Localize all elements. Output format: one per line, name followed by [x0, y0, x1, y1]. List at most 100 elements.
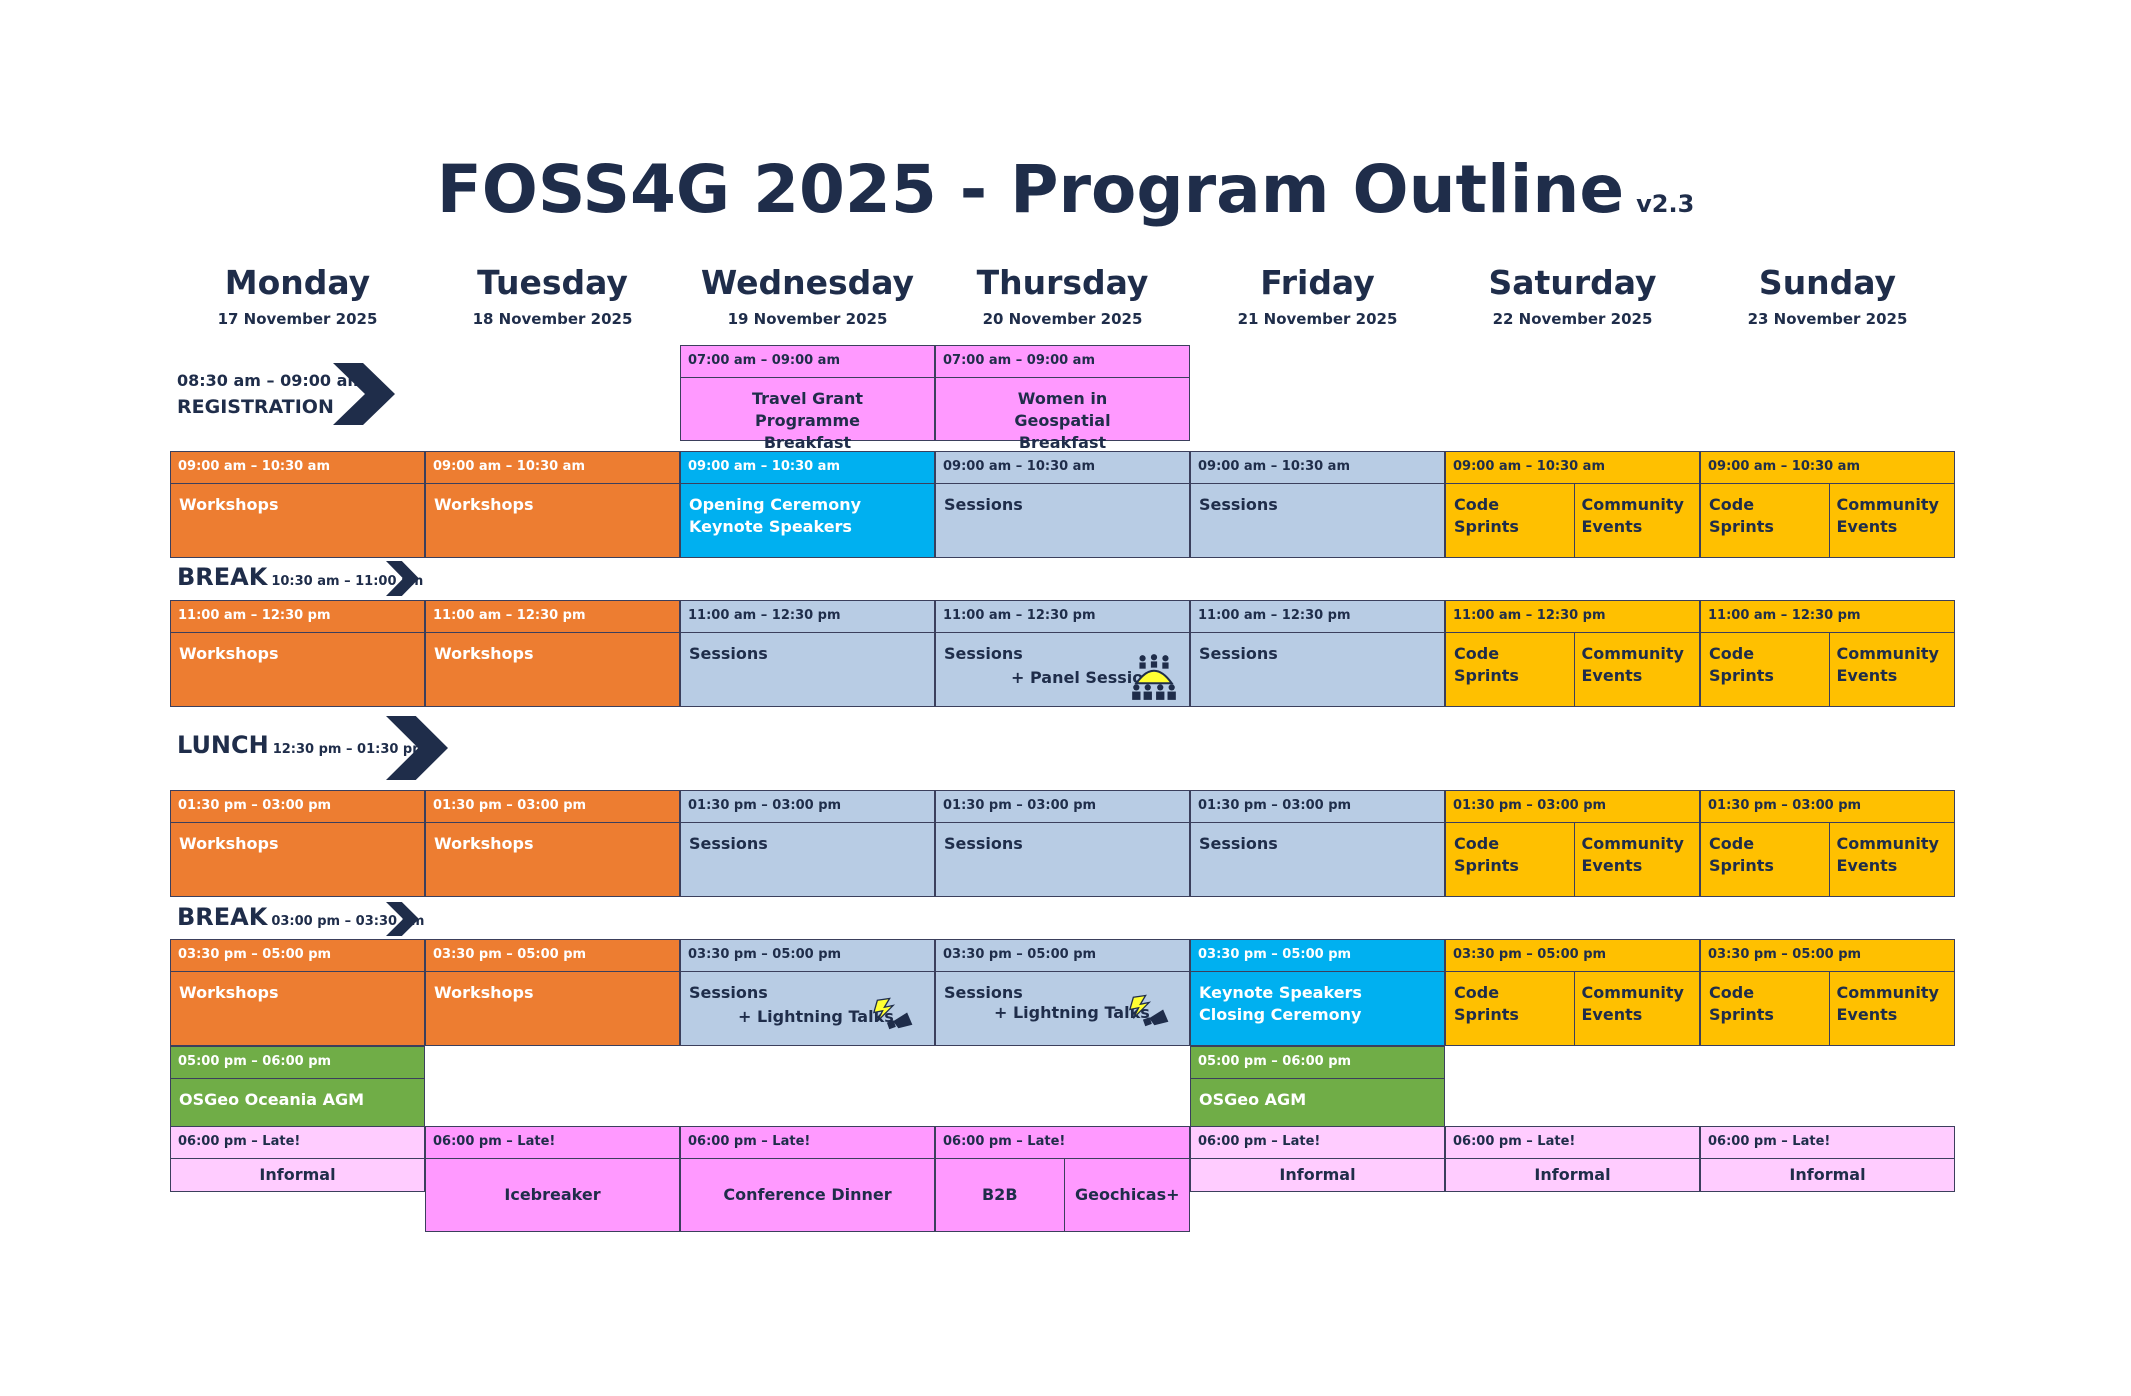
time-label: 03:30 pm – 05:00 pm: [1446, 940, 1699, 972]
agm-block[interactable]: 05:00 pm – 06:00 pm OSGeo Oceania AGM: [170, 1046, 425, 1128]
event-label: Sessions: [689, 834, 768, 853]
event-label: Informal: [1789, 1165, 1866, 1184]
informal-block[interactable]: 06:00 pm – Late! Informal: [1700, 1126, 1955, 1192]
sprints-community-block[interactable]: 09:00 am – 10:30 am Code Sprints Community…: [1700, 451, 1955, 558]
event-label: Sessions: [1199, 495, 1278, 514]
sessions-block[interactable]: 03:30 pm – 05:00 pm Sessions + Lightning T…: [680, 939, 935, 1046]
column-divider: [1828, 823, 1830, 896]
time-label: 11:00 am – 12:30 pm: [171, 601, 424, 633]
sessions-block[interactable]: 11:00 am – 12:30 pm Sessions: [680, 600, 935, 707]
time-label: 11:00 am – 12:30 pm: [1446, 601, 1699, 633]
icebreaker-block[interactable]: 06:00 pm – Late! Icebreaker: [425, 1126, 680, 1232]
lunch-break: LUNCH 12:30 pm – 01:30 pm: [177, 731, 426, 759]
sessions-block[interactable]: 09:00 am – 10:30 am Sessions: [1190, 451, 1445, 558]
workshops-block[interactable]: 11:00 am – 12:30 pm Workshops: [170, 600, 425, 707]
event-label: Sessions: [1199, 644, 1278, 663]
time-label: 01:30 pm – 03:00 pm: [1446, 791, 1699, 823]
sessions-block[interactable]: 01:30 pm – 03:00 pm Sessions: [935, 790, 1190, 897]
time-label: 06:00 pm – Late!: [1191, 1127, 1444, 1159]
sprints-community-block[interactable]: 11:00 am – 12:30 pm Code Sprints Community…: [1700, 600, 1955, 707]
time-label: 09:00 am – 10:30 am: [1446, 452, 1699, 484]
time-label: 03:30 pm – 05:00 pm: [681, 940, 934, 972]
agm-block[interactable]: 05:00 pm – 06:00 pm OSGeo AGM: [1190, 1046, 1445, 1128]
workshops-block[interactable]: 03:30 pm – 05:00 pm Workshops: [170, 939, 425, 1046]
sprints-community-block[interactable]: 03:30 pm – 05:00 pm Code Sprints Community…: [1700, 939, 1955, 1046]
day-name: Tuesday: [477, 263, 628, 302]
event-label: Informal: [1279, 1165, 1356, 1184]
code-sprints-label: Code Sprints: [1454, 834, 1519, 875]
conference-dinner-block[interactable]: 06:00 pm – Late! Conference Dinner: [680, 1126, 935, 1232]
day-date: 22 November 2025: [1492, 310, 1653, 328]
workshops-block[interactable]: 03:30 pm – 05:00 pm Workshops: [425, 939, 680, 1046]
workshops-block[interactable]: 09:00 am – 10:30 am Workshops: [170, 451, 425, 558]
time-label: 01:30 pm – 03:00 pm: [681, 791, 934, 823]
code-sprints-label: Code Sprints: [1709, 983, 1774, 1024]
event-label: Keynote Speakers Closing Ceremony: [1199, 983, 1362, 1024]
breakfast-block[interactable]: 07:00 am – 09:00 am Women in Geospatial B…: [935, 345, 1190, 452]
event-label: Sessions: [944, 495, 1023, 514]
sessions-block[interactable]: 03:30 pm – 05:00 pm Sessions + Lightning T…: [935, 939, 1190, 1046]
breakfast-block[interactable]: 07:00 am – 09:00 am Travel Grant Programm…: [680, 345, 935, 452]
sessions-block[interactable]: 01:30 pm – 03:00 pm Sessions: [1190, 790, 1445, 897]
informal-block[interactable]: 06:00 pm – Late! Informal: [170, 1126, 425, 1192]
time-label: 06:00 pm – Late!: [426, 1127, 679, 1159]
informal-block[interactable]: 06:00 pm – Late! Informal: [1190, 1126, 1445, 1192]
sessions-block[interactable]: 01:30 pm – 03:00 pm Sessions: [680, 790, 935, 897]
registration-time: 08:30 am – 09:00 am: [177, 371, 365, 390]
day-header-thursday: Thursday 20 November 2025: [935, 262, 1190, 330]
time-label: 05:00 pm – 06:00 pm: [171, 1047, 424, 1079]
b2b-label: B2B: [981, 1185, 1018, 1204]
column-divider: [1573, 484, 1575, 557]
day-name: Friday: [1260, 263, 1375, 302]
day-date: 17 November 2025: [217, 310, 378, 328]
workshops-block[interactable]: 01:30 pm – 03:00 pm Workshops: [425, 790, 680, 897]
closing-ceremony-block[interactable]: 03:30 pm – 05:00 pm Keynote Speakers Clos…: [1190, 939, 1445, 1046]
informal-block[interactable]: 06:00 pm – Late! Informal: [1445, 1126, 1700, 1192]
column-divider: [1573, 633, 1575, 706]
event-label: Travel Grant Programme Breakfast: [751, 389, 864, 452]
sprints-community-block[interactable]: 01:30 pm – 03:00 pm Code Sprints Community…: [1700, 790, 1955, 897]
title-text: FOSS4G 2025 - Program Outline: [436, 151, 1625, 228]
day-date: 20 November 2025: [982, 310, 1143, 328]
column-divider: [1828, 633, 1830, 706]
workshops-block[interactable]: 11:00 am – 12:30 pm Workshops: [425, 600, 680, 707]
sprints-community-block[interactable]: 11:00 am – 12:30 pm Code Sprints Community…: [1445, 600, 1700, 707]
day-date: 21 November 2025: [1237, 310, 1398, 328]
opening-ceremony-block[interactable]: 09:00 am – 10:30 am Opening Ceremony Keyn…: [680, 451, 935, 558]
time-label: 06:00 pm – Late!: [936, 1127, 1189, 1159]
time-label: 03:30 pm – 05:00 pm: [426, 940, 679, 972]
break-morning-time: 10:30 am – 11:00 am: [271, 574, 424, 589]
day-header-saturday: Saturday 22 November 2025: [1445, 262, 1700, 330]
workshops-block[interactable]: 09:00 am – 10:30 am Workshops: [425, 451, 680, 558]
day-name: Thursday: [976, 263, 1149, 302]
time-label: 09:00 am – 10:30 am: [681, 452, 934, 484]
sessions-block[interactable]: 09:00 am – 10:30 am Sessions: [935, 451, 1190, 558]
event-label: OSGeo Oceania AGM: [179, 1090, 365, 1109]
sprints-community-block[interactable]: 01:30 pm – 03:00 pm Code Sprints Community…: [1445, 790, 1700, 897]
community-events-label: Community Events: [1581, 834, 1684, 875]
day-date: 19 November 2025: [727, 310, 888, 328]
sprints-community-block[interactable]: 03:30 pm – 05:00 pm Code Sprints Community…: [1445, 939, 1700, 1046]
workshops-block[interactable]: 01:30 pm – 03:00 pm Workshops: [170, 790, 425, 897]
break-afternoon: BREAK 03:00 pm – 03:30 pm: [177, 903, 424, 931]
sprints-community-block[interactable]: 09:00 am – 10:30 am Code Sprints Community…: [1445, 451, 1700, 558]
event-label: Workshops: [179, 834, 279, 853]
code-sprints-label: Code Sprints: [1454, 983, 1519, 1024]
time-label: 06:00 pm – Late!: [171, 1127, 424, 1159]
column-divider: [1828, 484, 1830, 557]
event-label: Informal: [1534, 1165, 1611, 1184]
day-header-friday: Friday 21 November 2025: [1190, 262, 1445, 330]
time-label: 09:00 am – 10:30 am: [936, 452, 1189, 484]
lunch-break-label: LUNCH: [177, 731, 269, 759]
extra-label: + Lightning Talks: [738, 1007, 894, 1026]
thursday-evening-block[interactable]: 06:00 pm – Late! B2B Geochicas+: [935, 1126, 1190, 1232]
community-events-label: Community Events: [1836, 834, 1939, 875]
sessions-block[interactable]: 11:00 am – 12:30 pm Sessions: [1190, 600, 1445, 707]
time-label: 11:00 am – 12:30 pm: [1701, 601, 1954, 633]
event-label: Conference Dinner: [723, 1185, 892, 1204]
page-title: FOSS4G 2025 - Program Outline v2.3: [0, 150, 2131, 244]
column-divider: [1573, 972, 1575, 1045]
event-label: Workshops: [434, 983, 534, 1002]
event-label: Sessions: [944, 983, 1023, 1002]
event-label: OSGeo AGM: [1199, 1090, 1307, 1109]
